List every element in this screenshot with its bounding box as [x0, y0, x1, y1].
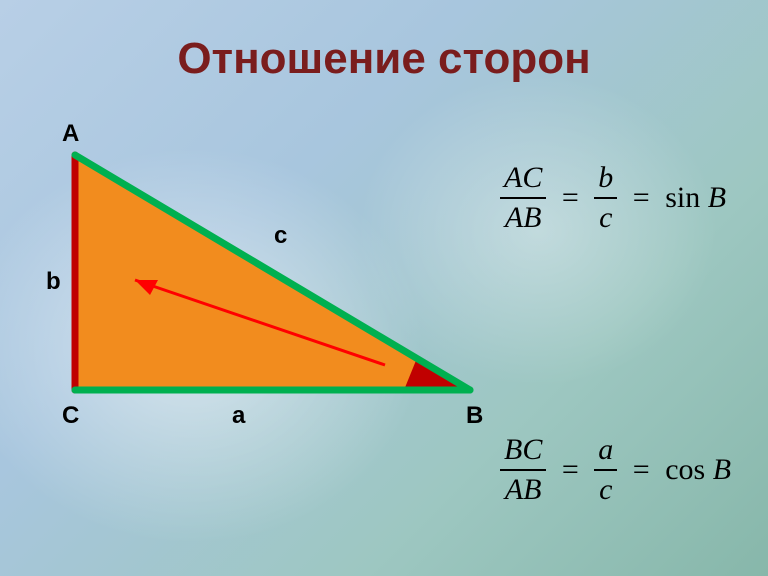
vertex-label-B: B	[466, 402, 483, 430]
formula-cos: BC AB = a c = cos B	[500, 433, 731, 507]
func-name: sin	[665, 181, 700, 214]
frac-den: AB	[500, 197, 546, 235]
frac-num: b	[594, 161, 617, 197]
func-name: cos	[665, 453, 705, 486]
frac-a-c: a c	[594, 433, 617, 507]
frac-num: BC	[500, 433, 546, 469]
frac-den: c	[594, 469, 617, 507]
slide: Отношение сторон A B C a b c AC AB = b c…	[0, 0, 768, 576]
func-cos: cos B	[665, 453, 731, 487]
frac-num: AC	[500, 161, 546, 197]
frac-den: AB	[500, 469, 546, 507]
equals: =	[554, 181, 587, 215]
vertex-label-C: C	[62, 402, 79, 430]
side-label-a: a	[232, 402, 245, 430]
func-arg: B	[708, 181, 726, 214]
side-label-b: b	[46, 268, 61, 296]
vertex-label-A: A	[62, 120, 79, 148]
formula-sin: AC AB = b c = sin B	[500, 161, 726, 235]
equals: =	[554, 453, 587, 487]
frac-ac-ab: AC AB	[500, 161, 546, 235]
func-sin: sin B	[665, 181, 726, 215]
equals: =	[625, 181, 658, 215]
frac-bc-ab: BC AB	[500, 433, 546, 507]
frac-b-c: b c	[594, 161, 617, 235]
equals: =	[625, 453, 658, 487]
func-arg: B	[713, 453, 731, 486]
frac-num: a	[594, 433, 617, 469]
frac-den: c	[594, 197, 617, 235]
side-label-c: c	[274, 222, 287, 250]
